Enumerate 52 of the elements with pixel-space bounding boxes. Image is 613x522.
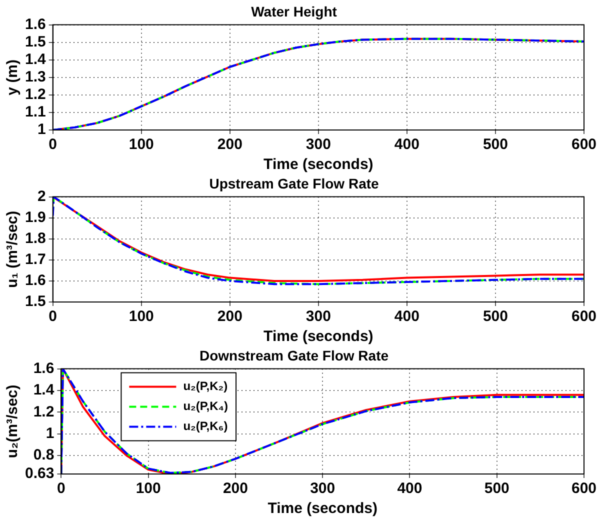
y-tick-label: 1.5 bbox=[24, 293, 46, 310]
y-tick-label: 1.6 bbox=[33, 360, 54, 377]
chart-title: Water Height bbox=[251, 3, 338, 20]
y-tick-label: 1 bbox=[38, 121, 46, 138]
x-axis-title: Time (seconds) bbox=[268, 500, 378, 518]
x-tick-label: 600 bbox=[571, 308, 597, 326]
y-tick-label: 1 bbox=[46, 425, 54, 442]
x-tick-label: 200 bbox=[217, 308, 242, 326]
legend-label: u₂(P,K₆) bbox=[183, 419, 228, 434]
x-tick-label: 600 bbox=[571, 480, 597, 498]
y-tick-label: 1.9 bbox=[24, 208, 46, 226]
y-tick-label: 1.1 bbox=[24, 104, 46, 121]
legend-label: u₂(P,K₄) bbox=[183, 399, 228, 414]
x-tick-label: 100 bbox=[128, 308, 154, 326]
y-tick-label: 1.5 bbox=[24, 33, 46, 50]
x-axis-title: Time (seconds) bbox=[264, 328, 374, 346]
y-axis-title: y (m) bbox=[4, 59, 22, 96]
chart-title: Downstream Gate Flow Rate bbox=[199, 347, 389, 364]
y-tick-label: 1.3 bbox=[24, 68, 46, 86]
y-tick-label: 0.63 bbox=[24, 465, 54, 482]
x-tick-label: 100 bbox=[136, 480, 161, 498]
y-tick-label: 1.4 bbox=[24, 51, 46, 68]
y-tick-label: 0.8 bbox=[33, 446, 54, 464]
x-tick-label: 200 bbox=[217, 136, 242, 154]
x-tick-label: 0 bbox=[57, 480, 66, 498]
y-axis-title: u₂(m³/sec) bbox=[4, 384, 22, 458]
x-tick-label: 400 bbox=[397, 480, 422, 498]
x-tick-label: 400 bbox=[394, 136, 420, 154]
chart-title: Upstream Gate Flow Rate bbox=[209, 175, 380, 192]
x-axis-title: Time (seconds) bbox=[264, 156, 374, 174]
x-tick-label: 300 bbox=[306, 136, 331, 154]
x-tick-label: 100 bbox=[128, 136, 154, 154]
x-tick-label: 600 bbox=[571, 136, 597, 154]
y-tick-label: 1.7 bbox=[24, 251, 46, 268]
x-tick-label: 200 bbox=[222, 480, 248, 498]
y-tick-label: 1.6 bbox=[24, 272, 46, 290]
y-tick-label: 1.2 bbox=[24, 86, 46, 104]
x-tick-label: 0 bbox=[48, 136, 58, 154]
y-tick-label: 1.2 bbox=[33, 403, 54, 420]
y-tick-label: 1.6 bbox=[24, 16, 46, 33]
legend-label: u₂(P,K₂) bbox=[183, 379, 228, 394]
x-tick-label: 400 bbox=[394, 308, 420, 326]
x-tick-label: 0 bbox=[48, 308, 58, 326]
x-tick-label: 500 bbox=[482, 136, 508, 154]
x-tick-label: 500 bbox=[484, 480, 510, 498]
y-tick-label: 2 bbox=[38, 188, 46, 205]
y-tick-label: 1.4 bbox=[33, 382, 55, 399]
x-tick-label: 500 bbox=[482, 308, 508, 326]
x-tick-label: 300 bbox=[310, 480, 336, 498]
y-tick-label: 1.8 bbox=[24, 230, 46, 248]
y-axis-title: u₁ (m³/sec) bbox=[4, 210, 22, 288]
x-tick-label: 300 bbox=[306, 308, 331, 326]
